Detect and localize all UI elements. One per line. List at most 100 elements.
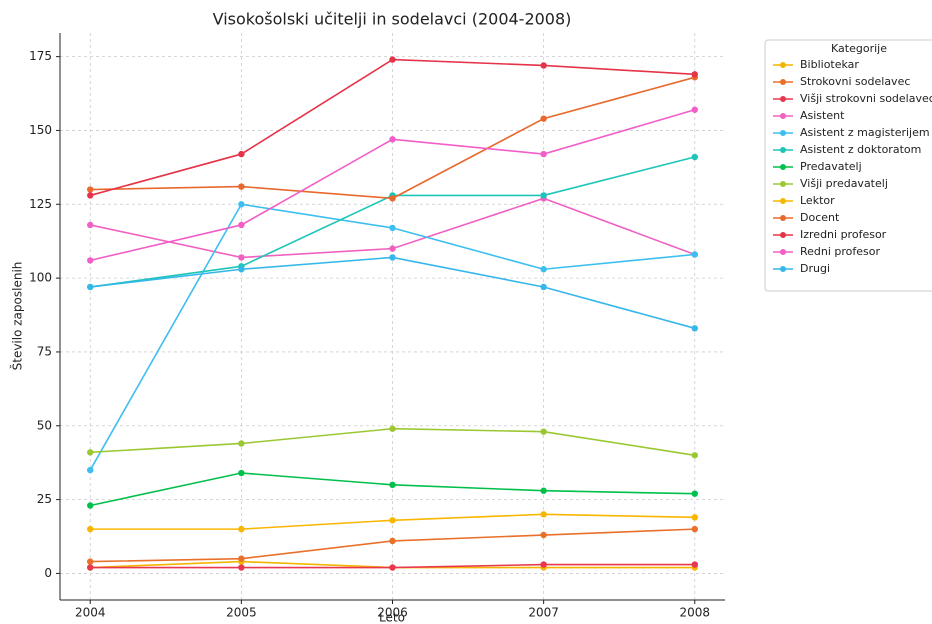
data-point — [238, 555, 245, 562]
y-tick-label: 100 — [29, 271, 52, 285]
data-point — [389, 56, 396, 63]
data-point — [691, 106, 698, 113]
data-point — [238, 201, 245, 208]
legend-label: Asistent z doktoratom — [800, 143, 921, 156]
y-tick-label: 0 — [44, 566, 52, 580]
data-point — [691, 251, 698, 258]
data-point — [691, 452, 698, 459]
data-point — [87, 502, 94, 509]
data-point — [238, 254, 245, 261]
legend-marker — [780, 62, 786, 68]
data-point — [238, 469, 245, 477]
y-tick-label: 150 — [29, 123, 52, 137]
data-point — [540, 487, 547, 494]
data-point — [238, 150, 245, 158]
legend-box — [764, 39, 932, 292]
data-point — [540, 150, 547, 158]
x-tick-label: 2005 — [226, 606, 257, 620]
y-tick-label: 25 — [37, 492, 52, 506]
data-point — [389, 481, 396, 489]
data-point — [238, 221, 245, 229]
data-point — [87, 466, 94, 474]
legend-marker — [780, 215, 786, 221]
legend-marker — [780, 130, 786, 136]
data-point — [540, 561, 547, 568]
data-point — [87, 186, 94, 193]
legend-label: Asistent z magisterijem — [800, 126, 930, 139]
legend-marker — [780, 113, 786, 119]
data-point — [389, 425, 396, 432]
series-line — [90, 58, 695, 197]
y-tick-label: 125 — [29, 197, 52, 211]
x-axis-label: Leto — [379, 611, 405, 624]
legend-label: Drugi — [800, 262, 830, 275]
data-point — [389, 254, 396, 261]
legend-marker — [780, 181, 786, 187]
data-point — [691, 525, 698, 533]
data-point — [540, 428, 547, 435]
data-point — [87, 449, 94, 456]
y-tick-label: 50 — [37, 418, 52, 432]
legend-label: Redni profesor — [800, 245, 881, 258]
legend-label: Višji predavatelj — [800, 177, 888, 190]
legend-marker — [780, 232, 786, 238]
legend-label: Bibliotekar — [800, 58, 859, 71]
data-point — [691, 561, 698, 568]
data-point — [87, 221, 94, 229]
data-point — [238, 525, 245, 533]
legend-title: Kategorije — [831, 42, 887, 55]
x-tick-label: 2006 — [377, 606, 408, 620]
data-point — [691, 514, 698, 521]
legend: Kategorije Bibliotekar Strokovni sodelavec… — [764, 39, 932, 292]
data-point — [389, 136, 396, 143]
data-point — [238, 266, 245, 273]
legend-label: Strokovni sodelavec — [800, 75, 910, 88]
data-point — [238, 440, 245, 447]
data-point — [691, 325, 698, 332]
legend-label: Asistent — [800, 109, 845, 122]
legend-marker — [780, 96, 786, 102]
data-point — [87, 558, 94, 565]
data-point — [389, 245, 396, 252]
legend-label: Predavatelj — [800, 160, 862, 173]
data-point — [87, 283, 94, 291]
data-point — [691, 490, 698, 497]
x-tick-label: 2004 — [75, 606, 106, 620]
legend-marker — [780, 249, 786, 255]
chart-title: Visokošolski učitelji in sodelavci (2004… — [213, 10, 572, 29]
legend-marker — [780, 266, 786, 272]
legend-marker — [780, 147, 786, 153]
y-tick-label: 75 — [37, 344, 52, 358]
data-point — [540, 283, 547, 291]
x-tick-label: 2008 — [679, 606, 710, 620]
data-point — [540, 62, 547, 69]
data-point — [691, 153, 698, 161]
data-point — [238, 564, 245, 571]
data-point — [87, 525, 94, 533]
legend-marker — [780, 198, 786, 204]
legend-marker — [780, 164, 786, 170]
data-point — [389, 195, 396, 202]
legend-label: Lektor — [800, 194, 835, 207]
data-point — [389, 517, 396, 524]
data-point — [540, 115, 547, 122]
data-point — [540, 531, 547, 539]
data-point — [389, 224, 396, 232]
legend-label: Izredni profesor — [800, 228, 887, 241]
data-point — [238, 183, 245, 190]
legend-marker — [780, 79, 786, 85]
y-tick-label: 175 — [29, 49, 52, 63]
legend-label: Docent — [800, 211, 840, 224]
data-point — [691, 71, 698, 78]
x-tick-label: 2007 — [528, 606, 559, 620]
data-point — [87, 192, 94, 199]
data-point — [389, 564, 396, 571]
legend-label: Višji strokovni sodelavec — [800, 92, 932, 105]
data-point — [87, 257, 94, 264]
y-axis-label: Število zaposlenih — [10, 262, 25, 371]
data-point — [540, 511, 547, 518]
data-point — [540, 192, 547, 199]
data-point — [87, 564, 94, 571]
data-point — [389, 537, 396, 545]
